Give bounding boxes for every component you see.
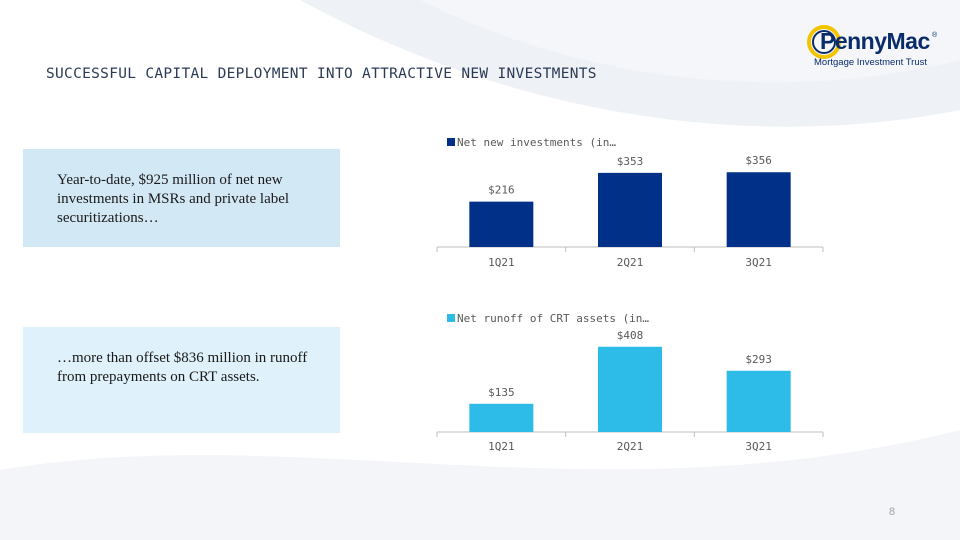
legend-swatch <box>447 138 455 146</box>
callout-text: …more than offset $836 million in runoff… <box>57 350 308 385</box>
callout-text: Year-to-date, $925 million of net new in… <box>57 172 290 226</box>
data-label: $356 <box>745 154 772 167</box>
category-label: 2Q21 <box>617 256 644 269</box>
chart-net-new-investments: Net new investments (in… $216 1Q21 $353 2Q21… <box>430 130 840 290</box>
category-label: 1Q21 <box>488 256 514 269</box>
logo-mark-icon <box>807 25 841 59</box>
category-label: 3Q21 <box>745 256 772 269</box>
legend-label: Net new investments (in… <box>457 136 616 149</box>
bar <box>726 172 791 247</box>
bar <box>469 403 534 432</box>
chart-svg: Net new investments (in… $216 1Q21 $353 2Q21… <box>436 136 824 269</box>
callout-crt-runoff: …more than offset $836 million in runoff… <box>23 327 340 433</box>
logo-registered: ® <box>932 32 938 39</box>
data-label: $293 <box>745 353 772 366</box>
company-logo: PennyMac ® Mortgage Investment Trust <box>800 20 945 75</box>
chart-svg: Net runoff of CRT assets (in… $135 1Q21 $40… <box>436 312 824 453</box>
chart-crt-runoff: Net runoff of CRT assets (in… $135 1Q21 $40… <box>430 306 840 466</box>
category-label: 3Q21 <box>745 440 772 453</box>
bar <box>469 201 534 247</box>
logo-wordmark: PennyMac <box>820 28 930 54</box>
bar <box>598 172 662 247</box>
data-label: $216 <box>488 184 514 197</box>
bar <box>598 346 662 432</box>
data-label: $353 <box>617 155 644 168</box>
legend-swatch <box>447 314 455 322</box>
callout-net-new-investments: Year-to-date, $925 million of net new in… <box>23 149 340 247</box>
data-label: $135 <box>488 386 514 399</box>
category-label: 2Q21 <box>617 440 644 453</box>
legend-label: Net runoff of CRT assets (in… <box>457 312 649 325</box>
bar <box>726 370 791 432</box>
page-number: 8 <box>889 506 896 518</box>
logo-subtitle: Mortgage Investment Trust <box>814 57 927 68</box>
slide-title: SUCCESSFUL CAPITAL DEPLOYMENT INTO ATTRA… <box>46 66 597 82</box>
data-label: $408 <box>617 329 644 342</box>
category-label: 1Q21 <box>488 440 514 453</box>
